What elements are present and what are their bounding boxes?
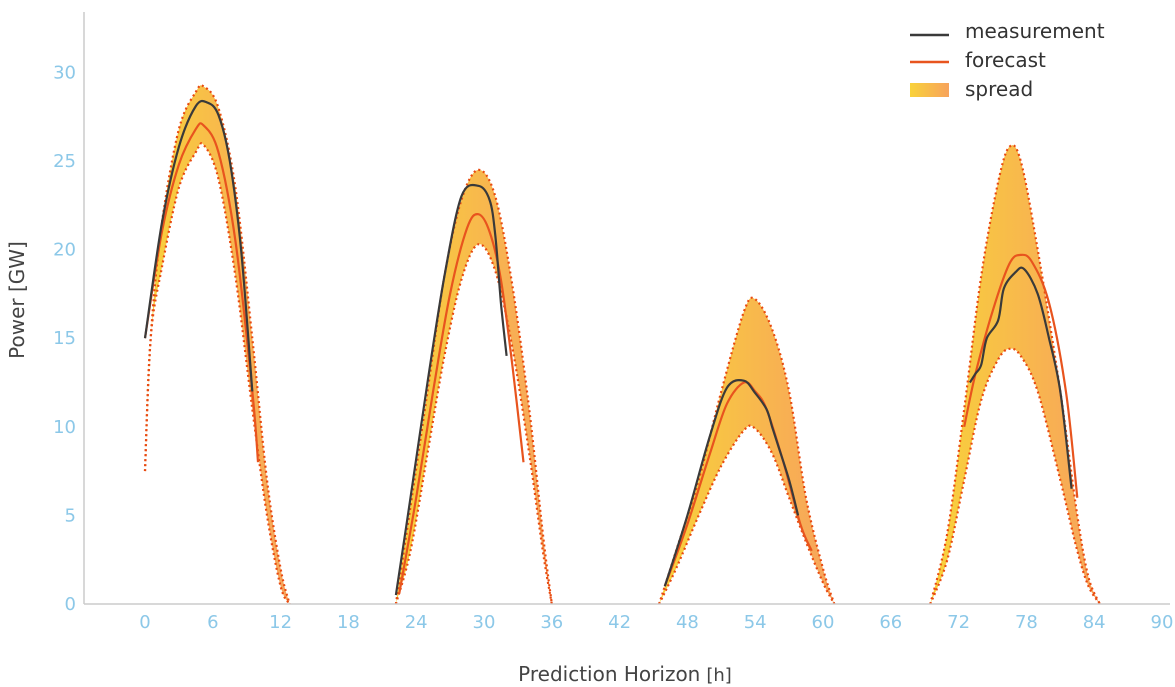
x-axis-title-unit: [h] (706, 665, 731, 686)
x-tick-label: 12 (269, 612, 292, 633)
forecast-line-4 (963, 253, 1079, 498)
y-tick-label: 15 (53, 328, 76, 349)
x-tick-label: 72 (947, 612, 970, 633)
y-tick-label: 5 (65, 505, 76, 526)
x-tick-label: 42 (608, 612, 631, 633)
series-lines (143, 99, 1079, 596)
measurement-line-1 (143, 99, 254, 392)
legend-measurement-label: measurement (965, 19, 1105, 43)
spread-band-1-lower-edge (143, 142, 291, 605)
legend-spread-swatch (910, 83, 949, 97)
x-tick-label: 18 (337, 612, 360, 633)
spread-band-4-upper-edge (929, 144, 1101, 605)
x-tick-label: 24 (405, 612, 428, 633)
x-tick-label: 48 (676, 612, 699, 633)
x-tick-label: 0 (139, 612, 150, 633)
x-tick-label: 90 (1151, 612, 1174, 633)
spread-band-3-lower-edge (658, 424, 836, 605)
legend: measurement forecast spread (910, 19, 1105, 101)
spread-band-2 (395, 169, 552, 604)
forecast-line-1 (143, 122, 260, 463)
x-tick-label: 60 (812, 612, 835, 633)
y-axis-title: Power [GW] (5, 241, 29, 359)
y-tick-label: 10 (53, 417, 76, 438)
spread-band-2-lower-edge (394, 243, 553, 605)
spread-band-4-lower-edge (929, 347, 1101, 605)
forecast-line-2 (398, 212, 525, 594)
measurement-line-2 (394, 183, 508, 596)
legend-forecast-label: forecast (965, 48, 1046, 72)
y-tick-label: 25 (53, 151, 76, 172)
y-tick-labels: 05101520253035 (53, 62, 76, 615)
x-tick-label: 36 (540, 612, 563, 633)
x-tick-label: 6 (207, 612, 218, 633)
y-tick-label: 30 (53, 62, 76, 83)
spread-band-4 (930, 145, 1100, 604)
measurement-line-3 (663, 379, 800, 587)
measurement-line-4 (968, 266, 1073, 489)
x-axis-title: Prediction Horizon [h] (518, 662, 732, 686)
x-axis-title-text: Prediction Horizon (518, 662, 700, 686)
spread-band-1 (145, 85, 290, 604)
x-tick-labels: 0 6 12 18 24 30 36 42 48 54 60 66 72 78 84 90 (139, 612, 1173, 633)
x-tick-label: 78 (1015, 612, 1038, 633)
x-tick-label: 54 (744, 612, 767, 633)
y-tick-label: 20 (53, 240, 76, 261)
x-tick-label: 30 (473, 612, 496, 633)
axes (83, 12, 1170, 605)
spread-band-2-upper-edge (394, 168, 553, 605)
x-tick-label: 66 (879, 612, 902, 633)
spread-band-3 (659, 297, 835, 604)
legend-spread-label: spread (965, 77, 1033, 101)
y-tick-label: 0 (65, 594, 76, 615)
spread-bands (143, 84, 1101, 605)
x-tick-label: 84 (1083, 612, 1106, 633)
